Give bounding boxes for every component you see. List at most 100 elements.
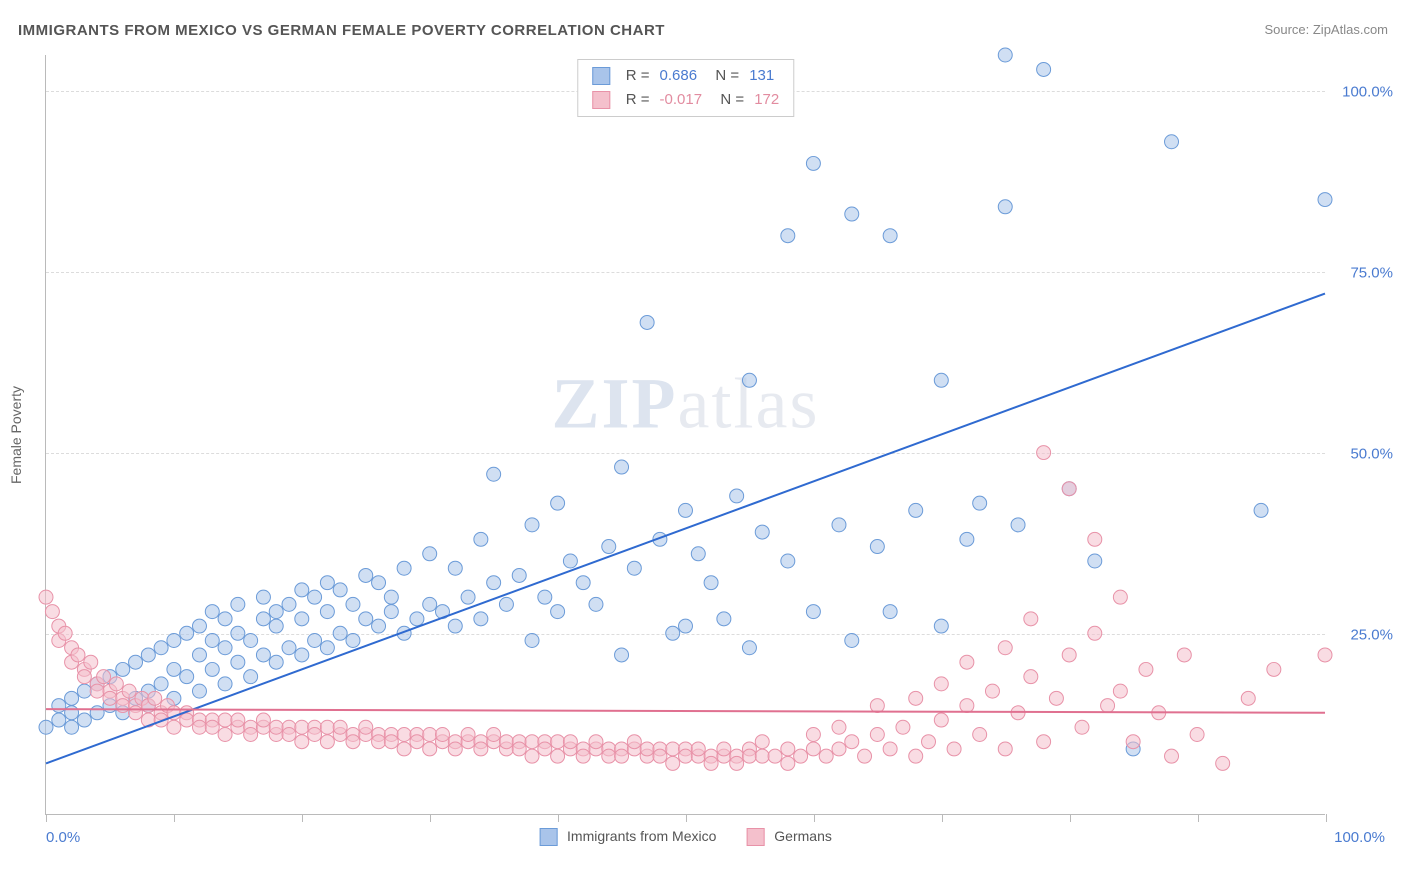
scatter-point bbox=[116, 699, 130, 713]
scatter-point bbox=[998, 48, 1012, 62]
scatter-point bbox=[423, 727, 437, 741]
scatter-point bbox=[1241, 691, 1255, 705]
y-tick-label: 50.0% bbox=[1350, 446, 1393, 463]
scatter-point bbox=[551, 605, 565, 619]
scatter-point bbox=[640, 315, 654, 329]
scatter-point bbox=[806, 727, 820, 741]
stat-N-label: N = bbox=[707, 64, 739, 88]
scatter-point bbox=[205, 605, 219, 619]
scatter-point bbox=[256, 713, 270, 727]
scatter-point bbox=[109, 677, 123, 691]
scatter-point bbox=[1318, 193, 1332, 207]
scatter-point bbox=[295, 612, 309, 626]
y-tick-label: 25.0% bbox=[1350, 627, 1393, 644]
scatter-point bbox=[768, 749, 782, 763]
scatter-point bbox=[870, 699, 884, 713]
scatter-point bbox=[423, 597, 437, 611]
scatter-point bbox=[167, 720, 181, 734]
scatter-point bbox=[359, 720, 373, 734]
scatter-point bbox=[615, 749, 629, 763]
scatter-point bbox=[551, 735, 565, 749]
scatter-point bbox=[679, 503, 693, 517]
scatter-point bbox=[832, 518, 846, 532]
stat-N-label: N = bbox=[712, 88, 744, 112]
scatter-point bbox=[52, 699, 66, 713]
scatter-point bbox=[154, 641, 168, 655]
scatter-point bbox=[525, 634, 539, 648]
scatter-point bbox=[755, 735, 769, 749]
legend-label-1: Germans bbox=[774, 828, 832, 844]
scatter-point bbox=[333, 583, 347, 597]
scatter-point bbox=[295, 583, 309, 597]
stat-N-value-1: 172 bbox=[754, 88, 779, 112]
scatter-point bbox=[77, 670, 91, 684]
source-attribution: Source: ZipAtlas.com bbox=[1264, 22, 1388, 37]
scatter-point bbox=[269, 720, 283, 734]
scatter-point bbox=[538, 742, 552, 756]
scatter-point bbox=[576, 576, 590, 590]
scatter-point bbox=[679, 619, 693, 633]
scatter-point bbox=[103, 691, 117, 705]
stat-R-label: R = bbox=[626, 64, 650, 88]
plot-area: Female Poverty ZIPatlas 25.0%50.0%75.0%1… bbox=[45, 55, 1325, 815]
chart-container: IMMIGRANTS FROM MEXICO VS GERMAN FEMALE … bbox=[0, 0, 1406, 892]
scatter-point bbox=[180, 626, 194, 640]
scatter-point bbox=[1126, 735, 1140, 749]
scatter-point bbox=[116, 662, 130, 676]
scatter-point bbox=[998, 641, 1012, 655]
x-axis-max-label: 100.0% bbox=[1334, 829, 1385, 846]
scatter-point bbox=[448, 561, 462, 575]
scatter-point bbox=[397, 561, 411, 575]
scatter-point bbox=[973, 727, 987, 741]
scatter-point bbox=[244, 727, 258, 741]
scatter-point bbox=[1139, 662, 1153, 676]
scatter-point bbox=[1101, 699, 1115, 713]
scatter-point bbox=[691, 547, 705, 561]
scatter-point bbox=[947, 742, 961, 756]
scatter-point bbox=[845, 634, 859, 648]
scatter-point bbox=[84, 655, 98, 669]
y-axis-title: Female Poverty bbox=[8, 385, 24, 483]
scatter-point bbox=[563, 554, 577, 568]
scatter-point bbox=[985, 684, 999, 698]
scatter-point bbox=[525, 735, 539, 749]
scatter-point bbox=[704, 756, 718, 770]
scatter-point bbox=[192, 684, 206, 698]
scatter-point bbox=[742, 749, 756, 763]
scatter-point bbox=[423, 547, 437, 561]
scatter-point bbox=[192, 619, 206, 633]
scatter-point bbox=[909, 503, 923, 517]
y-tick-label: 100.0% bbox=[1342, 84, 1393, 101]
legend-item-0: Immigrants from Mexico bbox=[539, 828, 716, 846]
scatter-point bbox=[282, 727, 296, 741]
scatter-point bbox=[883, 229, 897, 243]
scatter-point bbox=[308, 727, 322, 741]
scatter-point bbox=[755, 749, 769, 763]
scatter-point bbox=[372, 619, 386, 633]
scatter-point bbox=[308, 590, 322, 604]
scatter-point bbox=[448, 619, 462, 633]
scatter-point bbox=[1267, 662, 1281, 676]
scatter-point bbox=[1088, 626, 1102, 640]
scatter-point bbox=[218, 641, 232, 655]
scatter-point bbox=[589, 735, 603, 749]
scatter-point bbox=[308, 634, 322, 648]
stat-R-label: R = bbox=[626, 88, 650, 112]
scatter-point bbox=[934, 677, 948, 691]
scatter-point bbox=[122, 684, 136, 698]
scatter-point bbox=[998, 200, 1012, 214]
scatter-point bbox=[973, 496, 987, 510]
scatter-point bbox=[346, 634, 360, 648]
scatter-point bbox=[90, 706, 104, 720]
scatter-point bbox=[180, 713, 194, 727]
scatter-point bbox=[1216, 756, 1230, 770]
scatter-point bbox=[333, 626, 347, 640]
scatter-point bbox=[781, 756, 795, 770]
scatter-point bbox=[448, 742, 462, 756]
scatter-point bbox=[410, 612, 424, 626]
scatter-point bbox=[934, 713, 948, 727]
scatter-point bbox=[205, 634, 219, 648]
scatter-point bbox=[551, 496, 565, 510]
scatter-point bbox=[77, 713, 91, 727]
stat-R-value-0: 0.686 bbox=[660, 64, 698, 88]
